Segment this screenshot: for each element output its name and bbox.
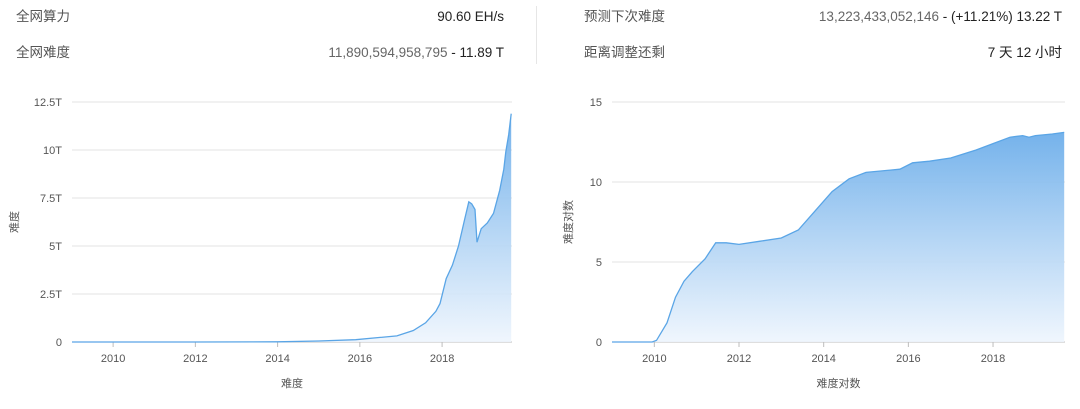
log-difficulty-ytick-label: 0 — [596, 337, 602, 349]
adjust-remaining-value: 7 天 12 小时 — [987, 45, 1062, 60]
log-difficulty-ytick-label: 5 — [596, 257, 602, 269]
difficulty-xtick-label: 2016 — [348, 353, 372, 365]
difficulty-value: 11,890,594,958,795 - 11.89 T — [328, 42, 504, 64]
difficulty-row: 全网难度 11,890,594,958,795 - 11.89 T — [16, 42, 504, 64]
difficulty-xtick-label: 2010 — [101, 353, 125, 365]
difficulty-xtick-label: 2018 — [430, 353, 454, 365]
difficulty-chart: 0 2.5T 5T 7.5T 10T 12.5T 2010 2012 2014 2016 2018 难… — [7, 97, 512, 390]
log-difficulty-xtick-label: 2010 — [642, 353, 666, 365]
adjust-remaining-label: 距离调整还剩 — [584, 45, 665, 60]
log-difficulty-area-fill — [612, 132, 1065, 342]
next-difficulty-value-main: 13,223,433,052,146 — [818, 9, 940, 24]
difficulty-ytick-label: 0 — [56, 337, 62, 349]
difficulty-series-line — [72, 113, 512, 343]
log-difficulty-chart-container: 0 5 10 15 2010 2012 2014 2016 2018 难度对数 难度对数 — [545, 84, 1080, 404]
log-difficulty-ytick-label: 15 — [590, 97, 602, 109]
adjust-remaining-row: 距离调整还剩 7 天 12 小时 — [584, 42, 1062, 64]
difficulty-y-axis-label: 难度 — [7, 211, 21, 233]
next-difficulty-value-suffix: - (+11.21%) 13.22 T — [939, 9, 1062, 24]
log-difficulty-x-axis-label: 难度对数 — [817, 376, 861, 390]
log-difficulty-xtick-label: 2018 — [981, 353, 1005, 365]
stats-right-column: 预测下次难度 13,223,433,052,146 - (+11.21%) 13… — [584, 0, 1062, 70]
difficulty-ytick-label: 7.5T — [40, 193, 62, 205]
difficulty-xtick-label: 2012 — [183, 353, 207, 365]
next-difficulty-label: 预测下次难度 — [584, 9, 665, 24]
difficulty-xtick-label: 2014 — [265, 353, 289, 365]
next-difficulty-value: 13,223,433,052,146 - (+11.21%) 13.22 T — [819, 6, 1062, 28]
difficulty-ytick-label: 10T — [43, 145, 62, 157]
log-difficulty-xtick-label: 2016 — [896, 353, 920, 365]
stats-divider — [536, 6, 537, 64]
log-difficulty-y-axis-label: 难度对数 — [561, 200, 575, 244]
stats-left-column: 全网算力 90.60 EH/s 全网难度 11,890,594,958,795 … — [16, 0, 504, 70]
difficulty-area-fill — [72, 113, 512, 342]
difficulty-value-main: 11,890,594,958,795 — [328, 45, 448, 60]
difficulty-ytick-label: 2.5T — [40, 289, 62, 301]
hashrate-value: 90.60 EH/s — [437, 9, 504, 24]
hashrate-row: 全网算力 90.60 EH/s — [16, 6, 504, 28]
difficulty-label: 全网难度 — [16, 45, 70, 60]
difficulty-chart-container: 0 2.5T 5T 7.5T 10T 12.5T 2010 2012 2014 2016 2018 难… — [0, 84, 530, 404]
difficulty-ytick-label: 5T — [49, 241, 62, 253]
difficulty-value-suffix: - 11.89 T — [447, 45, 504, 60]
log-difficulty-series-line — [612, 131, 1065, 343]
difficulty-ytick-label: 12.5T — [34, 97, 62, 109]
difficulty-x-axis-label: 难度 — [281, 376, 303, 390]
stats-panel: 全网算力 90.60 EH/s 全网难度 11,890,594,958,795 … — [0, 0, 1080, 70]
next-difficulty-row: 预测下次难度 13,223,433,052,146 - (+11.21%) 13… — [584, 6, 1062, 28]
log-difficulty-xtick-label: 2014 — [811, 353, 835, 365]
log-difficulty-xtick-label: 2012 — [727, 353, 751, 365]
log-difficulty-ytick-label: 10 — [590, 177, 602, 189]
hashrate-label: 全网算力 — [16, 9, 70, 24]
